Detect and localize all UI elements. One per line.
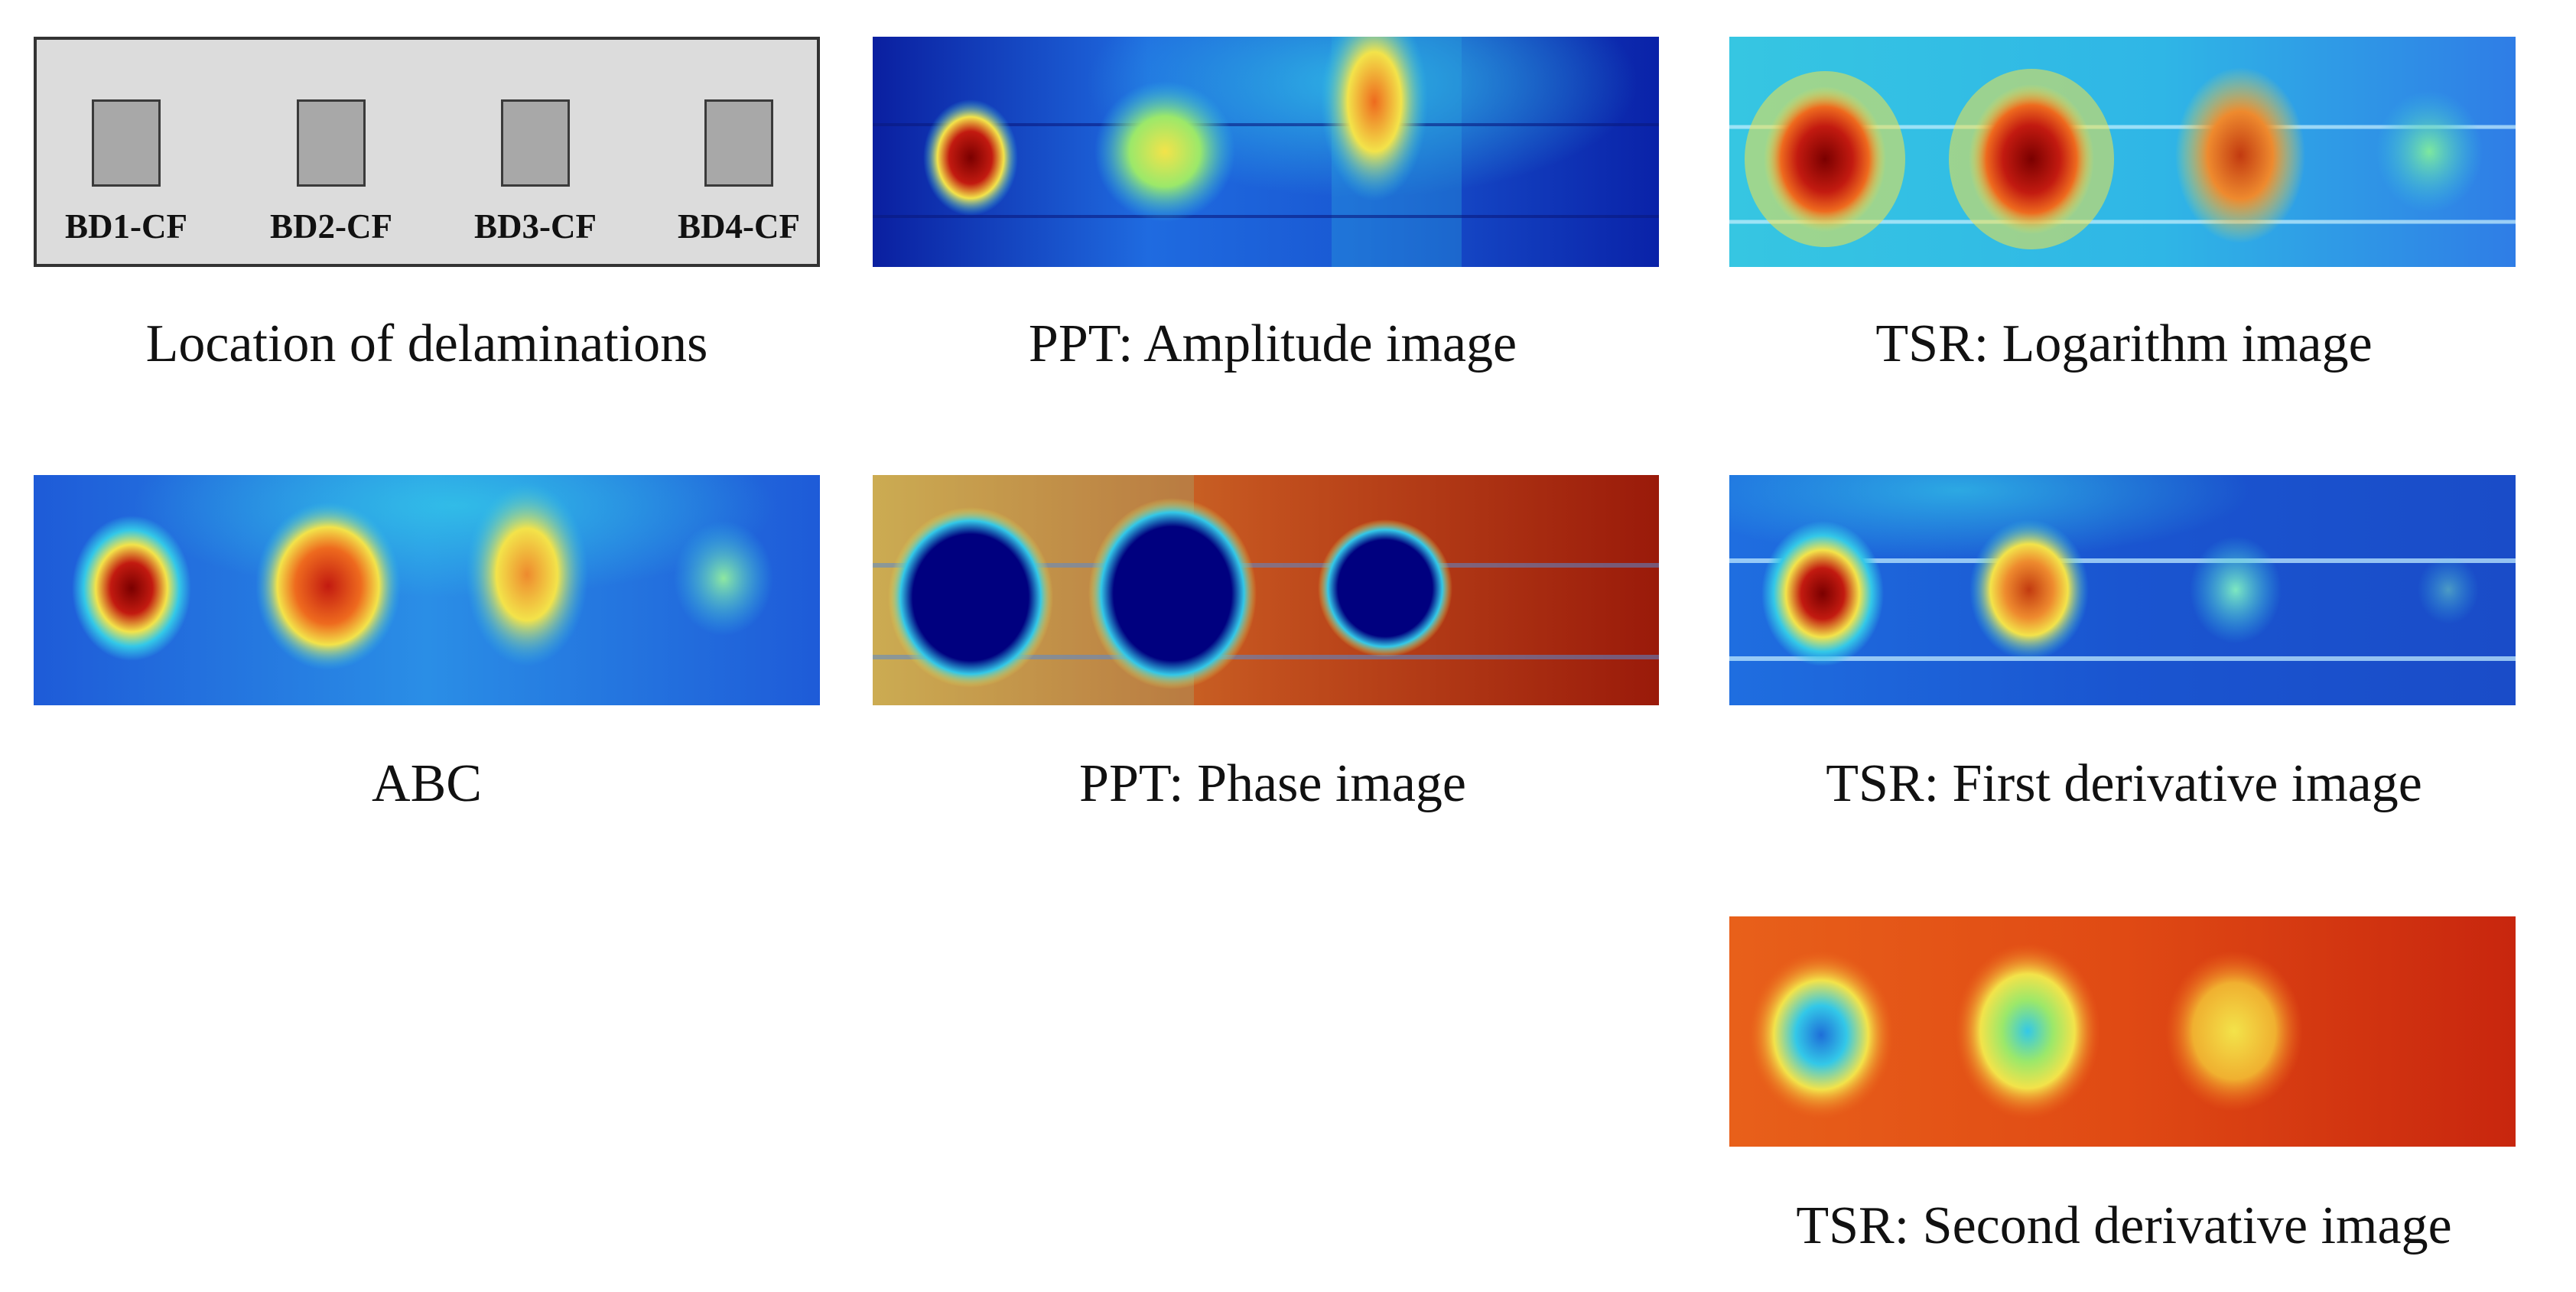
tsr-second-derivative-image <box>1729 916 2516 1147</box>
delamination-marker-bd1 <box>92 99 161 187</box>
caption-tsr-logarithm: TSR: Logarithm image <box>1875 314 2373 373</box>
delamination-label-bd1: BD1-CF <box>65 207 187 246</box>
caption-ppt-amplitude: PPT: Amplitude image <box>1028 314 1517 373</box>
caption-tsr-second-derivative: TSR: Second derivative image <box>1796 1196 2452 1255</box>
delamination-marker-bd3 <box>501 99 570 187</box>
caption-tsr-first-derivative: TSR: First derivative image <box>1826 754 2422 813</box>
tsr-first-derivative-image <box>1729 475 2516 705</box>
delamination-label-bd3: BD3-CF <box>474 207 597 246</box>
delamination-schematic: BD1-CF BD2-CF BD3-CF BD4-CF <box>34 37 820 267</box>
tsr-logarithm-image <box>1729 37 2516 267</box>
caption-location: Location of delaminations <box>145 314 708 373</box>
delamination-marker-bd4 <box>704 99 773 187</box>
ppt-amplitude-image <box>873 37 1659 267</box>
abc-image <box>34 475 820 705</box>
ppt-phase-image <box>873 475 1659 705</box>
caption-abc: ABC <box>372 754 482 813</box>
delamination-marker-bd2 <box>297 99 366 187</box>
delamination-label-bd4: BD4-CF <box>678 207 800 246</box>
delamination-label-bd2: BD2-CF <box>270 207 392 246</box>
caption-ppt-phase: PPT: Phase image <box>1079 754 1466 813</box>
